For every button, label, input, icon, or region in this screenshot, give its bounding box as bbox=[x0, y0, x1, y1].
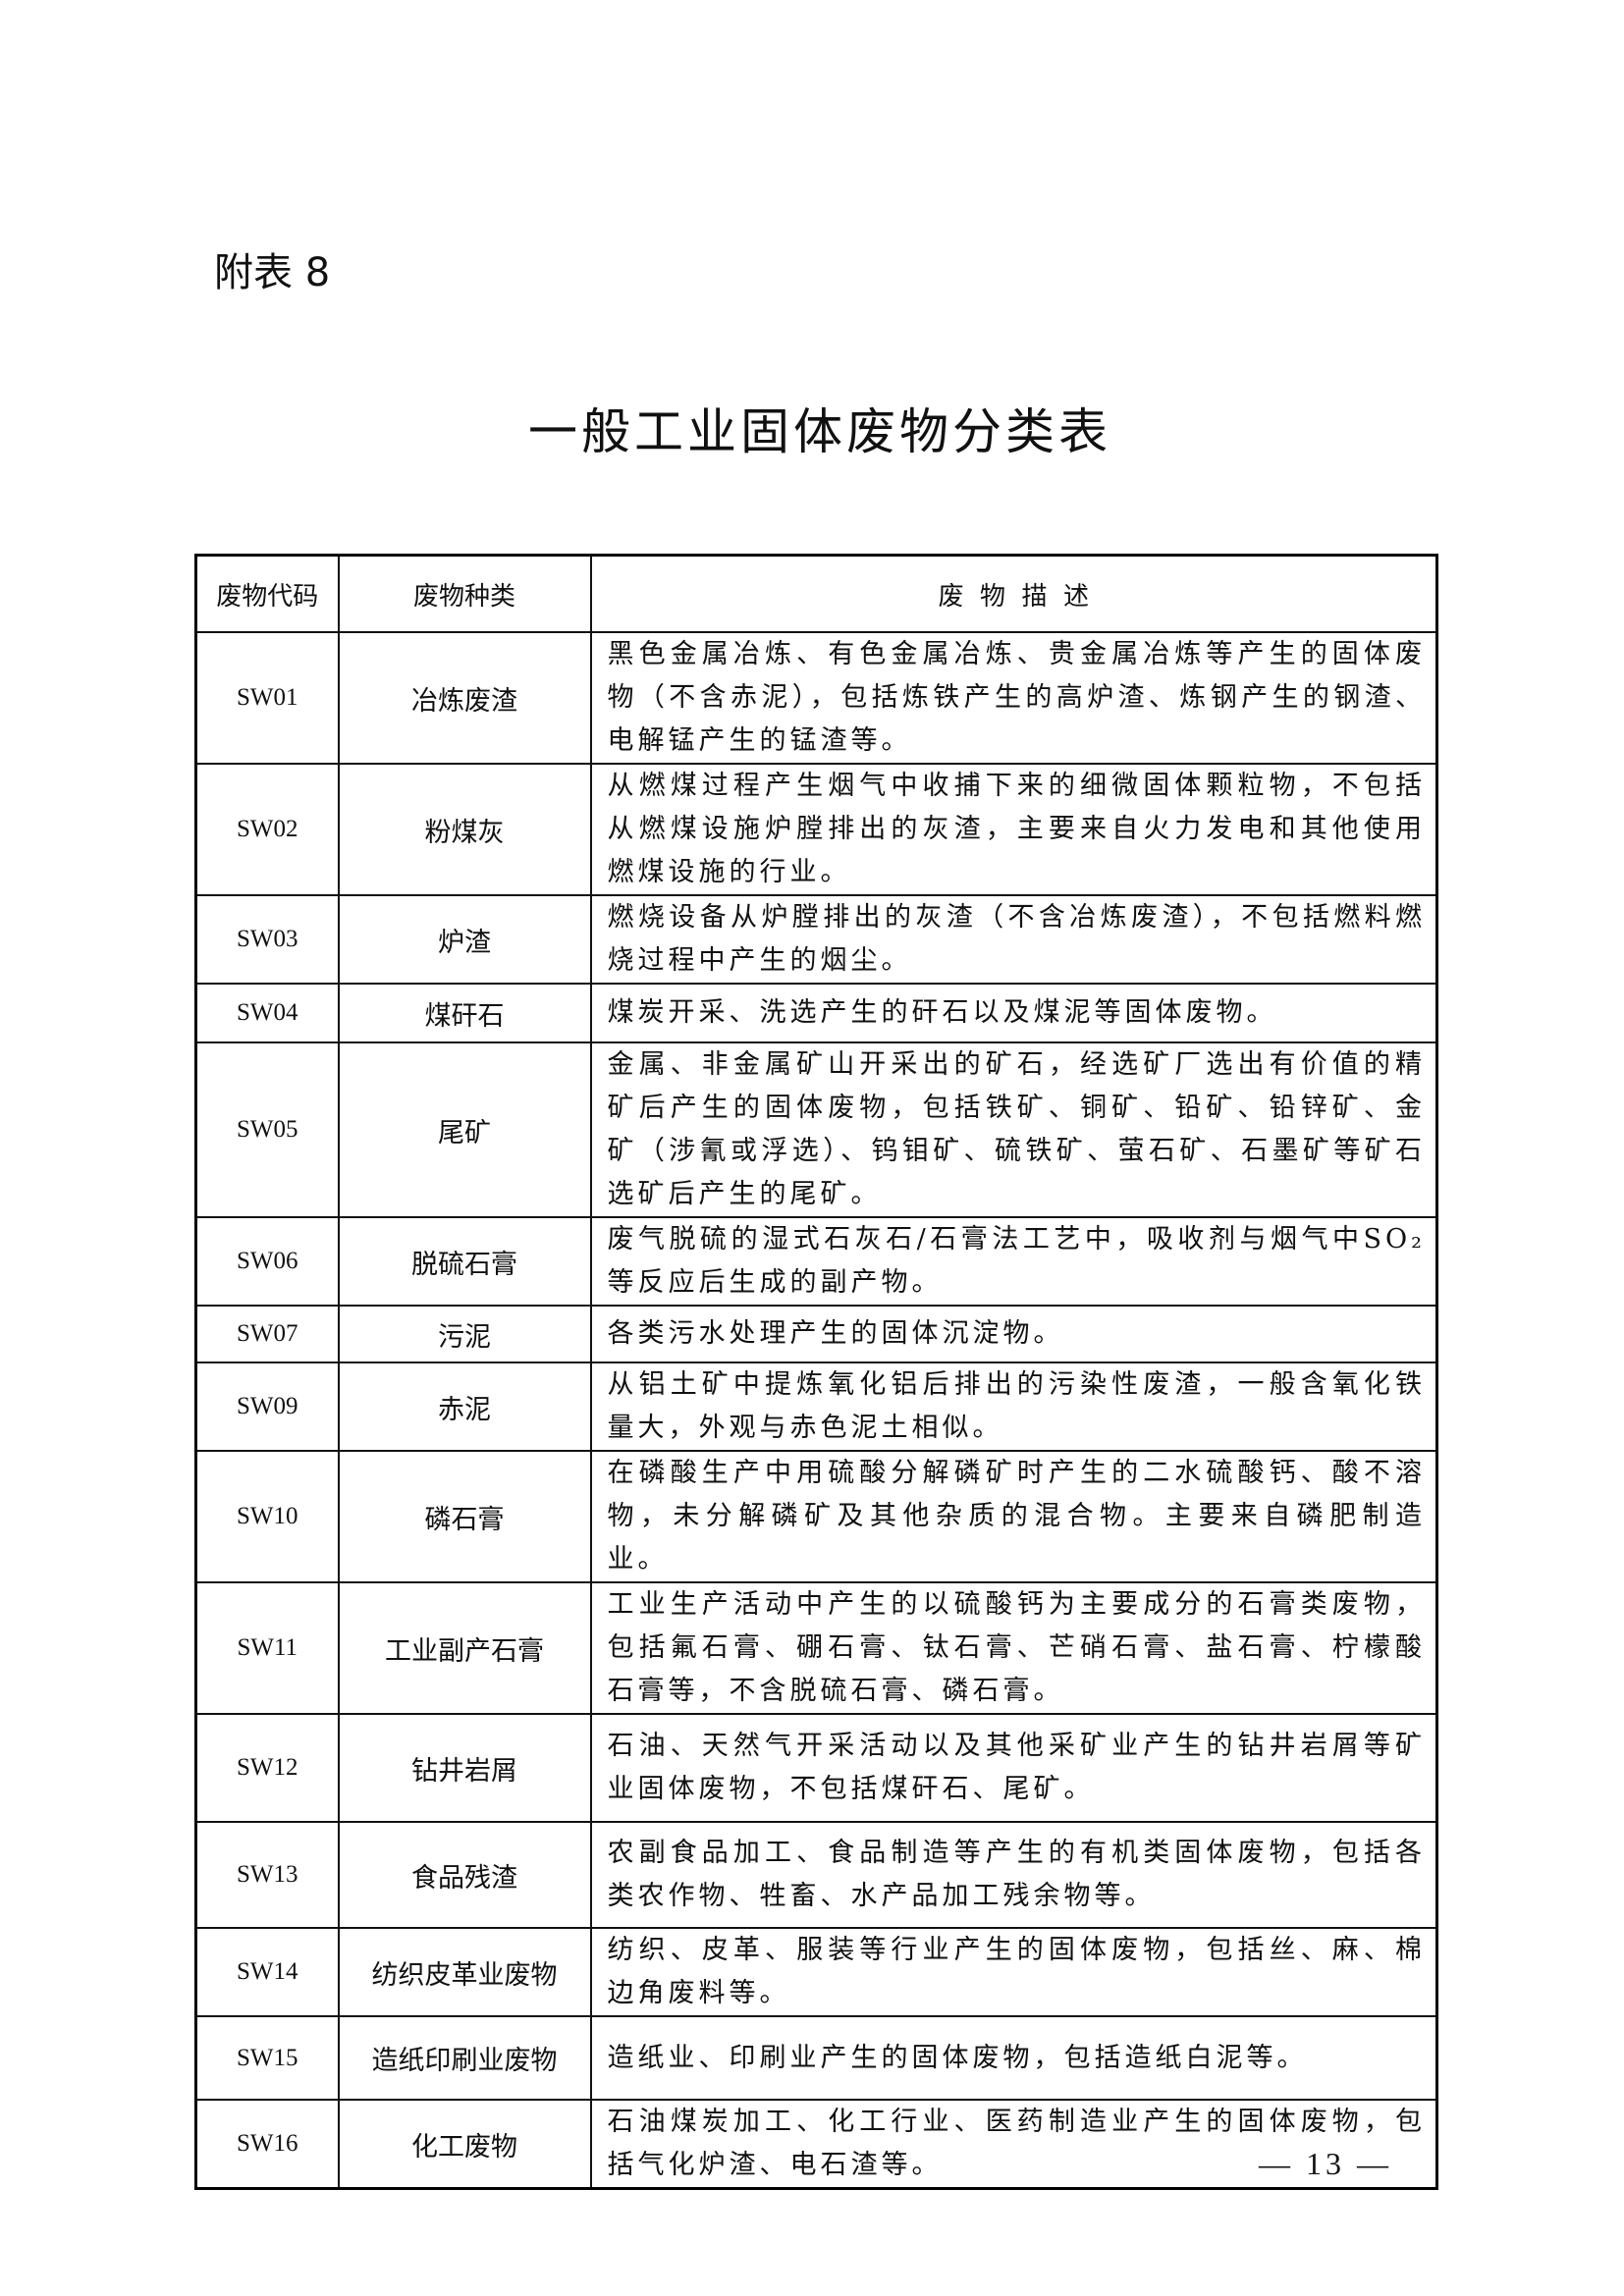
waste-kind: 脱硫石膏 bbox=[337, 1216, 592, 1307]
table-row: SW14 纺织皮革业废物 纺织、皮革、服装等行业产生的固体废物，包括丝、麻、棉边角废… bbox=[194, 1927, 1438, 2017]
page-number: — 13 — bbox=[1259, 2146, 1392, 2181]
waste-description: 各类污水处理产生的固体沉淀物。 bbox=[589, 1305, 1438, 1363]
table-row: SW06 脱硫石膏 废气脱硫的湿式石灰石/石膏法工艺中，吸收剂与烟气中SO₂等反应后… bbox=[194, 1216, 1438, 1307]
waste-description: 石油、天然气开采活动以及其他采矿业产生的钻井岩屑等矿业固体废物，不包括煤矸石、尾… bbox=[589, 1713, 1438, 1823]
waste-code: SW16 bbox=[194, 2099, 340, 2190]
waste-code: SW09 bbox=[194, 1362, 340, 1452]
waste-description: 在磷酸生产中用硫酸分解磷矿时产生的二水硫酸钙、酸不溶物，未分解磷矿及其他杂质的混… bbox=[589, 1450, 1438, 1583]
waste-code: SW13 bbox=[194, 1821, 340, 1929]
waste-description: 黑色金属冶炼、有色金属冶炼、贵金属冶炼等产生的固体废物（不含赤泥），包括炼铁产生… bbox=[589, 631, 1438, 765]
table-row: SW01 冶炼废渣 黑色金属冶炼、有色金属冶炼、贵金属冶炼等产生的固体废物（不含赤泥… bbox=[194, 631, 1438, 765]
waste-description: 煤炭开采、洗选产生的矸石以及煤泥等固体废物。 bbox=[589, 983, 1438, 1043]
waste-kind: 磷石膏 bbox=[337, 1450, 592, 1583]
waste-kind: 污泥 bbox=[337, 1305, 592, 1363]
waste-kind: 粉煤灰 bbox=[337, 763, 592, 896]
waste-code: SW03 bbox=[194, 894, 340, 985]
waste-classification-table: 废物代码 废物种类 废 物 描 述 SW01 冶炼废渣 黑色金属冶炼、有色金属冶炼、… bbox=[194, 554, 1438, 2190]
waste-description: 从燃煤过程产生烟气中收捕下来的细微固体颗粒物，不包括从燃煤设施炉膛排出的灰渣，主… bbox=[589, 763, 1438, 896]
waste-code: SW06 bbox=[194, 1216, 340, 1307]
header-kind: 废物种类 bbox=[337, 554, 592, 633]
table-row: SW09 赤泥 从铝土矿中提炼氧化铝后排出的污染性废渣，一般含氧化铁量大，外观与赤色… bbox=[194, 1362, 1438, 1452]
waste-description: 金属、非金属矿山开采出的矿石，经选矿厂选出有价值的精矿后产生的固体废物，包括铁矿… bbox=[589, 1041, 1438, 1218]
waste-description: 工业生产活动中产生的以硫酸钙为主要成分的石膏类废物，包括氟石膏、硼石膏、钛石膏、… bbox=[589, 1581, 1438, 1715]
waste-kind: 炉渣 bbox=[337, 894, 592, 985]
table-row: SW03 炉渣 燃烧设备从炉膛排出的灰渣（不含冶炼废渣），不包括燃料燃烧过程中产生的… bbox=[194, 894, 1438, 985]
waste-description: 石油煤炭加工、化工行业、医药制造业产生的固体废物，包括气化炉渣、电石渣等。 bbox=[589, 2099, 1438, 2190]
table-row: SW07 污泥 各类污水处理产生的固体沉淀物。 bbox=[194, 1305, 1438, 1363]
table-header-row: 废物代码 废物种类 废 物 描 述 bbox=[194, 554, 1438, 633]
table-row: SW12 钻井岩屑 石油、天然气开采活动以及其他采矿业产生的钻井岩屑等矿业固体废物，… bbox=[194, 1713, 1438, 1823]
table-row: SW05 尾矿 金属、非金属矿山开采出的矿石，经选矿厂选出有价值的精矿后产生的固体废… bbox=[194, 1041, 1438, 1218]
page-title: 一般工业固体废物分类表 bbox=[528, 403, 1111, 460]
waste-code: SW14 bbox=[194, 1927, 340, 2017]
waste-description: 从铝土矿中提炼氧化铝后排出的污染性废渣，一般含氧化铁量大，外观与赤色泥土相似。 bbox=[589, 1362, 1438, 1452]
waste-kind: 冶炼废渣 bbox=[337, 631, 592, 765]
table-row: SW15 造纸印刷业废物 造纸业、印刷业产生的固体废物，包括造纸白泥等。 bbox=[194, 2015, 1438, 2101]
waste-code: SW11 bbox=[194, 1581, 340, 1715]
waste-code: SW04 bbox=[194, 983, 340, 1043]
waste-code: SW10 bbox=[194, 1450, 340, 1583]
table-row: SW04 煤矸石 煤炭开采、洗选产生的矸石以及煤泥等固体废物。 bbox=[194, 983, 1438, 1043]
waste-description: 纺织、皮革、服装等行业产生的固体废物，包括丝、麻、棉边角废料等。 bbox=[589, 1927, 1438, 2017]
waste-kind: 工业副产石膏 bbox=[337, 1581, 592, 1715]
waste-code: SW07 bbox=[194, 1305, 340, 1363]
table-row: SW16 化工废物 石油煤炭加工、化工行业、医药制造业产生的固体废物，包括气化炉渣、… bbox=[194, 2099, 1438, 2190]
waste-kind: 钻井岩屑 bbox=[337, 1713, 592, 1823]
waste-code: SW01 bbox=[194, 631, 340, 765]
table-row: SW10 磷石膏 在磷酸生产中用硫酸分解磷矿时产生的二水硫酸钙、酸不溶物，未分解磷矿… bbox=[194, 1450, 1438, 1583]
waste-kind: 赤泥 bbox=[337, 1362, 592, 1452]
waste-description: 农副食品加工、食品制造等产生的有机类固体废物，包括各类农作物、牲畜、水产品加工残… bbox=[589, 1821, 1438, 1929]
table-row: SW11 工业副产石膏 工业生产活动中产生的以硫酸钙为主要成分的石膏类废物，包括氟石… bbox=[194, 1581, 1438, 1715]
header-description: 废 物 描 述 bbox=[589, 554, 1438, 633]
waste-kind: 尾矿 bbox=[337, 1041, 592, 1218]
waste-code: SW05 bbox=[194, 1041, 340, 1218]
waste-kind: 造纸印刷业废物 bbox=[337, 2015, 592, 2101]
waste-kind: 化工废物 bbox=[337, 2099, 592, 2190]
table-row: SW02 粉煤灰 从燃煤过程产生烟气中收捕下来的细微固体颗粒物，不包括从燃煤设施炉膛… bbox=[194, 763, 1438, 896]
waste-description: 废气脱硫的湿式石灰石/石膏法工艺中，吸收剂与烟气中SO₂等反应后生成的副产物。 bbox=[589, 1216, 1438, 1307]
waste-code: SW02 bbox=[194, 763, 340, 896]
header-code: 废物代码 bbox=[194, 554, 340, 633]
appendix-label: 附表 8 bbox=[214, 250, 331, 295]
waste-kind: 纺织皮革业废物 bbox=[337, 1927, 592, 2017]
waste-code: SW12 bbox=[194, 1713, 340, 1823]
waste-kind: 煤矸石 bbox=[337, 983, 592, 1043]
waste-description: 造纸业、印刷业产生的固体废物，包括造纸白泥等。 bbox=[589, 2015, 1438, 2101]
waste-description: 燃烧设备从炉膛排出的灰渣（不含冶炼废渣），不包括燃料燃烧过程中产生的烟尘。 bbox=[589, 894, 1438, 985]
waste-kind: 食品残渣 bbox=[337, 1821, 592, 1929]
table-row: SW13 食品残渣 农副食品加工、食品制造等产生的有机类固体废物，包括各类农作物、牲… bbox=[194, 1821, 1438, 1929]
waste-code: SW15 bbox=[194, 2015, 340, 2101]
